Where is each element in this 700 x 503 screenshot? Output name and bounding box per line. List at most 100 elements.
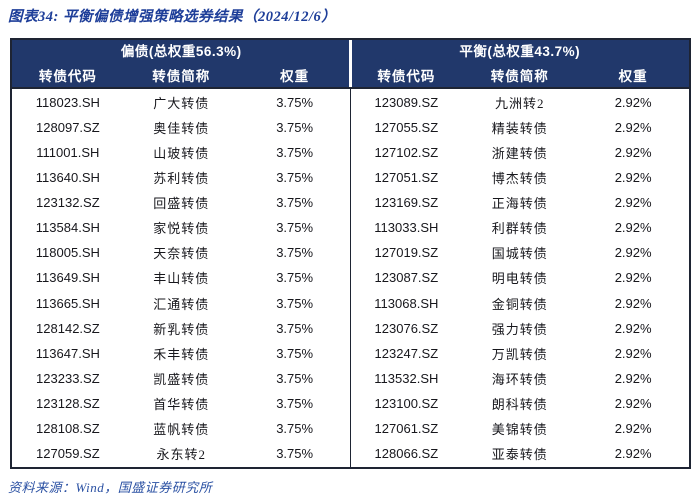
bond-code: 123100.SZ <box>374 395 439 411</box>
bond-name: 浙建转债 <box>491 146 548 162</box>
bond-name: 美锦转债 <box>491 421 548 437</box>
table-row: 113068.SH 金铜转债 2.92% <box>351 291 690 316</box>
bond-code: 127061.SZ <box>374 420 439 436</box>
weight-value: 3.75% <box>276 220 314 236</box>
bond-name: 强力转债 <box>491 321 548 337</box>
table-row: 113647.SH 禾丰转债 3.75% <box>12 341 351 366</box>
weight-value: 2.92% <box>614 145 652 161</box>
bond-code: 113665.SH <box>35 295 100 311</box>
bond-name: 博杰转债 <box>491 171 548 187</box>
table-body-bond-biased: 118023.SH 广大转债 3.75% 128097.SZ 奥佳转债 3.75% 1110… <box>12 89 351 467</box>
table-row: 113640.SH 苏利转债 3.75% <box>12 165 351 190</box>
bond-code: 113649.SH <box>35 270 100 286</box>
panel-bond-biased: 偏债(总权重56.3%) 转债代码 转债简称 权重 118023.SH 广大转债 3… <box>12 40 351 467</box>
table-row: 127102.SZ 浙建转债 2.92% <box>351 140 690 165</box>
bond-name: 海环转债 <box>491 371 548 387</box>
bond-selection-table: 偏债(总权重56.3%) 转债代码 转债简称 权重 118023.SH 广大转债 3… <box>10 38 691 469</box>
bond-name: 广大转债 <box>153 96 210 112</box>
weight-value: 3.75% <box>276 270 314 286</box>
bond-name: 天奈转债 <box>153 246 210 262</box>
table-row: 127019.SZ 国城转债 2.92% <box>351 240 690 265</box>
bond-code: 113033.SH <box>374 220 439 236</box>
bond-code: 123247.SZ <box>374 345 439 361</box>
bond-name: 利群转债 <box>491 221 548 237</box>
bond-code: 128142.SZ <box>36 320 100 336</box>
weight-value: 3.75% <box>276 120 314 136</box>
table-row: 123087.SZ 明电转债 2.92% <box>351 265 690 290</box>
table-row: 123132.SZ 回盛转债 3.75% <box>12 190 351 215</box>
weight-value: 3.75% <box>276 345 314 361</box>
weight-value: 3.75% <box>276 195 314 211</box>
bond-name: 万凯转债 <box>491 346 548 362</box>
bond-code: 113584.SH <box>35 220 100 236</box>
weight-value: 3.75% <box>276 445 314 461</box>
weight-value: 2.92% <box>614 345 652 361</box>
table-row: 111001.SH 山玻转债 3.75% <box>12 140 351 165</box>
weight-value: 3.75% <box>276 145 314 161</box>
bond-code: 127019.SZ <box>374 245 439 261</box>
source-note: 资料来源：Wind，国盛证券研究所 <box>8 480 213 495</box>
table-row: 113033.SH 利群转债 2.92% <box>351 215 690 240</box>
table-row: 118005.SH 天奈转债 3.75% <box>12 240 351 265</box>
column-header-row: 转债代码 转债简称 权重 <box>350 62 689 89</box>
weight-value: 2.92% <box>614 270 652 286</box>
bond-code: 113532.SH <box>374 370 439 386</box>
bond-name: 首华转债 <box>153 396 210 412</box>
table-row: 128066.SZ 亚泰转债 2.92% <box>351 441 690 466</box>
weight-value: 2.92% <box>614 395 652 411</box>
column-header-code: 转债代码 <box>377 68 436 84</box>
table-row: 128097.SZ 奥佳转债 3.75% <box>12 115 351 140</box>
table-row: 127051.SZ 博杰转债 2.92% <box>351 165 690 190</box>
bond-name: 亚泰转债 <box>491 446 548 462</box>
weight-value: 2.92% <box>614 420 652 436</box>
table-row: 128108.SZ 蓝帆转债 3.75% <box>12 416 351 441</box>
bond-name: 奥佳转债 <box>153 121 210 137</box>
table-row: 113665.SH 汇通转债 3.75% <box>12 291 351 316</box>
bond-code: 127102.SZ <box>374 145 439 161</box>
panel-divider-header-gap <box>349 40 352 87</box>
weight-value: 2.92% <box>614 295 652 311</box>
column-header-code: 转债代码 <box>38 68 97 84</box>
bond-code: 127051.SZ <box>374 170 439 186</box>
column-header-weight: 权重 <box>618 68 648 84</box>
panel-balanced: 平衡(总权重43.7%) 转债代码 转债简称 权重 123089.SZ 九洲转2 2… <box>350 40 690 467</box>
bond-name: 永东转2 <box>156 446 206 462</box>
bond-code: 127059.SZ <box>36 445 100 461</box>
weight-value: 2.92% <box>614 245 652 261</box>
bond-code: 118023.SH <box>35 95 100 111</box>
bond-code: 123128.SZ <box>36 395 100 411</box>
bond-name: 汇通转债 <box>153 296 210 312</box>
bond-name: 新乳转债 <box>153 321 210 337</box>
table-row: 123247.SZ 万凯转债 2.92% <box>351 341 690 366</box>
bond-name: 正海转债 <box>491 196 548 212</box>
column-header-name: 转债简称 <box>490 68 549 84</box>
bond-code: 123132.SZ <box>36 195 100 211</box>
bond-code: 127055.SZ <box>374 120 439 136</box>
weight-value: 2.92% <box>614 320 652 336</box>
bond-code: 123233.SZ <box>36 370 100 386</box>
bond-name: 朗科转债 <box>491 396 548 412</box>
bond-name: 九洲转2 <box>494 96 545 112</box>
bond-name: 国城转债 <box>491 246 548 262</box>
table-row: 113584.SH 家悦转债 3.75% <box>12 215 351 240</box>
bond-code: 123076.SZ <box>374 320 439 336</box>
group-header-bond-biased: 偏债(总权重56.3%) <box>12 40 351 62</box>
weight-value: 3.75% <box>276 295 314 311</box>
bond-name: 金铜转债 <box>491 296 548 312</box>
weight-value: 3.75% <box>276 370 314 386</box>
table-row: 123233.SZ 凯盛转债 3.75% <box>12 366 351 391</box>
bond-name: 精装转债 <box>491 121 548 137</box>
bond-code: 113068.SH <box>374 295 439 311</box>
column-header-weight: 权重 <box>280 68 310 84</box>
weight-value: 2.92% <box>614 445 652 461</box>
table-row: 123169.SZ 正海转债 2.92% <box>351 190 690 215</box>
table-row: 127061.SZ 美锦转债 2.92% <box>351 416 690 441</box>
bond-name: 家悦转债 <box>153 221 210 237</box>
group-header-balanced: 平衡(总权重43.7%) <box>350 40 689 62</box>
panel-divider-line <box>349 40 352 467</box>
bond-name: 蓝帆转债 <box>153 421 210 437</box>
weight-value: 2.92% <box>614 370 652 386</box>
table-row: 123076.SZ 强力转债 2.92% <box>351 316 690 341</box>
bond-name: 凯盛转债 <box>153 371 210 387</box>
bond-code: 118005.SH <box>35 245 100 261</box>
